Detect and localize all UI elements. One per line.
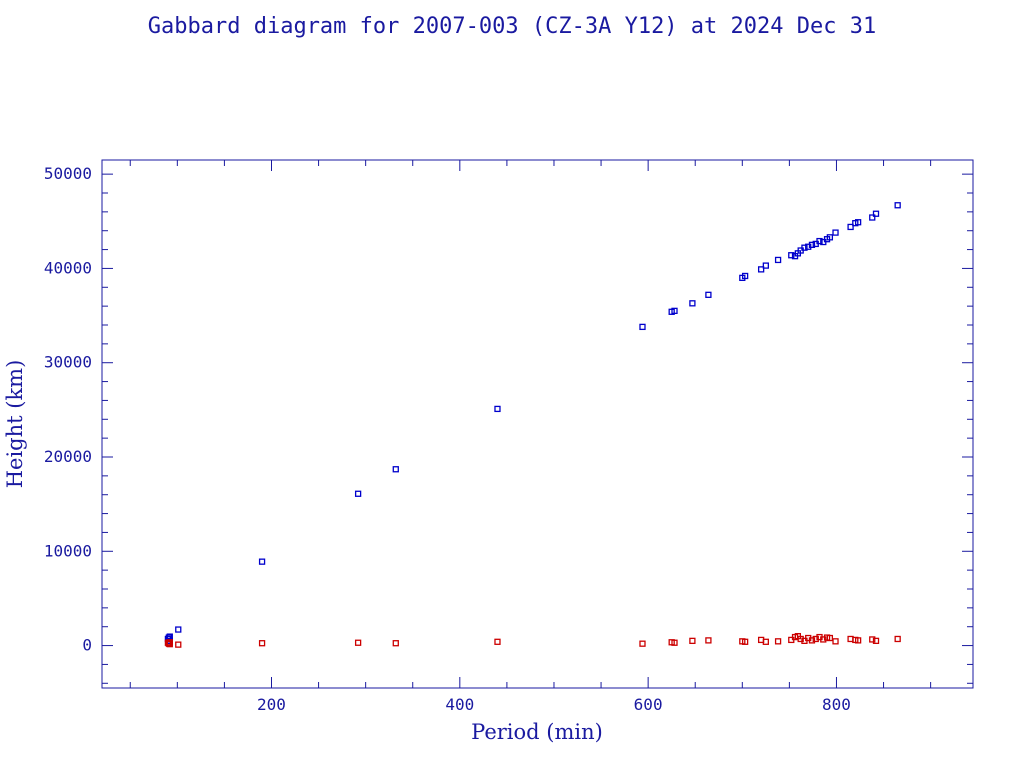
plot-frame bbox=[101, 159, 974, 689]
x-tick-label: 600 bbox=[634, 695, 663, 714]
apogee-point bbox=[847, 223, 854, 231]
apogee-point bbox=[354, 490, 362, 497]
perigee-point bbox=[808, 637, 816, 644]
apogee-point bbox=[741, 272, 749, 280]
perigee-point bbox=[894, 635, 901, 643]
perigee-series bbox=[164, 632, 901, 648]
perigee-point bbox=[639, 640, 646, 647]
apogee-point bbox=[705, 291, 712, 298]
perigee-point bbox=[258, 640, 266, 647]
perigee-point bbox=[354, 639, 362, 646]
x-tick-label: 800 bbox=[822, 695, 851, 714]
y-tick-label: 50000 bbox=[44, 164, 92, 183]
apogee-point bbox=[832, 229, 839, 236]
perigee-point bbox=[705, 637, 712, 644]
apogee-point bbox=[826, 234, 834, 241]
perigee-point bbox=[166, 641, 173, 648]
perigee-point bbox=[741, 638, 749, 645]
perigee-point bbox=[869, 636, 876, 643]
apogee-point bbox=[639, 323, 646, 331]
apogee-point bbox=[258, 558, 266, 565]
apogee-point bbox=[494, 405, 501, 413]
y-tick-label: 20000 bbox=[44, 447, 92, 466]
perigee-point bbox=[872, 637, 880, 645]
perigee-point bbox=[826, 634, 834, 642]
perigee-point bbox=[689, 637, 696, 645]
y-tick-label: 10000 bbox=[44, 541, 92, 560]
perigee-point bbox=[671, 639, 678, 646]
apogee-point bbox=[166, 633, 173, 640]
chart-title: Gabbard diagram for 2007-003 (CZ-3A Y12)… bbox=[147, 14, 877, 39]
x-tick-label: 400 bbox=[445, 695, 474, 714]
perigee-point bbox=[494, 638, 501, 645]
apogee-point bbox=[774, 256, 782, 264]
x-tick-label: 200 bbox=[257, 695, 286, 714]
apogee-point bbox=[894, 202, 901, 209]
y-tick-label: 0 bbox=[82, 636, 92, 655]
perigee-point bbox=[392, 640, 399, 647]
apogee-point bbox=[801, 244, 808, 251]
y-tick-label: 40000 bbox=[44, 258, 92, 277]
apogee-series bbox=[164, 202, 901, 645]
apogee-point bbox=[762, 262, 769, 269]
apogee-point bbox=[757, 266, 765, 273]
y-axis-label: Height (km) bbox=[3, 360, 27, 489]
x-axis-label: Period (min) bbox=[471, 720, 603, 744]
apogee-point bbox=[689, 300, 696, 307]
perigee-point bbox=[854, 637, 862, 644]
apogee-point bbox=[175, 626, 182, 633]
apogee-point bbox=[392, 466, 399, 473]
apogee-point bbox=[816, 237, 823, 245]
apogee-point bbox=[872, 210, 880, 217]
perigee-point bbox=[774, 638, 782, 645]
perigee-point bbox=[832, 638, 839, 645]
apogee-point bbox=[788, 252, 795, 259]
y-axis: 0 10000 20000 30000 40000 50000 bbox=[44, 164, 973, 684]
apogee-point bbox=[808, 241, 816, 249]
perigee-point bbox=[175, 641, 182, 648]
y-tick-label: 30000 bbox=[44, 353, 92, 372]
x-axis: 200 400 600 800 bbox=[129, 160, 932, 714]
apogee-point bbox=[869, 214, 876, 221]
apogee-point bbox=[854, 219, 862, 226]
apogee-point bbox=[671, 307, 678, 315]
perigee-point bbox=[762, 638, 769, 645]
